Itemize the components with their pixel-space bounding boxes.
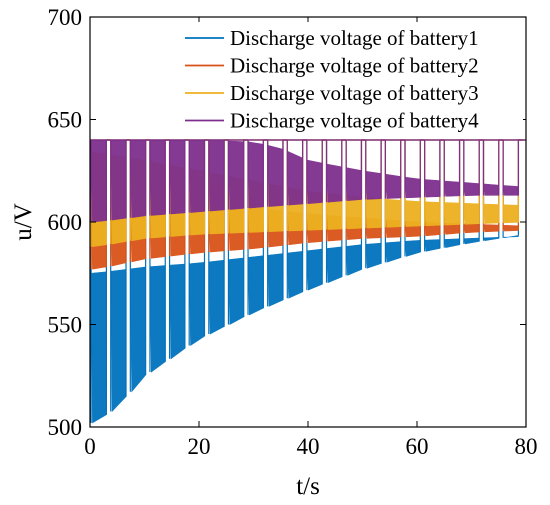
discharge-pulse: [443, 202, 460, 226]
discharge-pulse: [345, 244, 362, 276]
legend-entry-label: Discharge voltage of battery1: [230, 26, 479, 50]
y-axis-label: u/V: [10, 203, 37, 241]
legend-entry-label: Discharge voltage of battery2: [230, 54, 479, 78]
discharge-pulse: [345, 167, 362, 202]
x-tick-label: 0: [84, 434, 96, 459]
discharge-pulse: [483, 203, 500, 224]
discharge-pulse: [130, 139, 146, 218]
discharge-pulse: [306, 248, 323, 291]
discharge-pulse: [502, 224, 519, 232]
series-battery4: [90, 139, 526, 223]
legend-box: [176, 22, 523, 138]
discharge-pulse: [110, 139, 127, 221]
discharge-pulse: [169, 139, 186, 215]
legend-entry-label: Discharge voltage of battery3: [230, 81, 479, 105]
discharge-pulse: [286, 150, 303, 206]
y-tick-label: 550: [48, 313, 83, 338]
discharge-pulse: [228, 140, 245, 210]
discharge-pulse: [463, 202, 480, 225]
discharge-pulse: [208, 140, 225, 212]
discharge-pulse: [130, 266, 146, 393]
x-tick-label: 80: [515, 434, 538, 459]
discharge-pulse: [502, 185, 519, 196]
discharge-pulse: [365, 170, 382, 200]
discharge-pulse: [90, 139, 107, 223]
discharge-pulse: [443, 180, 460, 197]
discharge-pulse: [306, 159, 323, 204]
x-axis-label: t/s: [296, 473, 320, 500]
discharge-pulse: [502, 204, 519, 224]
legend-entry-label: Discharge voltage of battery4: [230, 109, 479, 133]
discharge-pulse: [188, 262, 205, 347]
series-layer: [90, 139, 526, 424]
discharge-pulse: [286, 250, 303, 299]
discharge-pulse: [326, 246, 343, 284]
discharge-pulse: [110, 269, 127, 413]
y-tick-label: 700: [48, 5, 83, 30]
discharge-pulse: [424, 179, 441, 198]
legend: Discharge voltage of battery1 Discharge v…: [176, 22, 523, 138]
discharge-pulse: [90, 271, 107, 424]
discharge-pulse: [228, 257, 245, 325]
discharge-pulse: [385, 173, 401, 199]
discharge-pulse: [149, 139, 166, 216]
x-tick-label: 20: [188, 434, 211, 459]
x-tick-label: 60: [406, 434, 429, 459]
discharge-pulse: [149, 265, 166, 373]
discharge-pulse: [267, 253, 284, 307]
discharge-pulse: [404, 176, 421, 199]
discharge-pulse: [247, 255, 264, 316]
discharge-pulse: [208, 259, 225, 335]
x-tick-label: 40: [297, 434, 320, 459]
discharge-pulse: [463, 223, 480, 234]
axis-ticks: 0 20 40 60 80 500 550 600 650 700: [48, 5, 538, 459]
discharge-pulse: [404, 200, 421, 227]
y-tick-label: 500: [48, 415, 83, 440]
discharge-pulse: [169, 263, 186, 360]
y-tick-label: 600: [48, 210, 83, 235]
discharge-pulse: [365, 197, 382, 229]
discharge-pulse: [267, 144, 284, 207]
discharge-pulse: [247, 141, 264, 209]
discharge-pulse: [463, 182, 480, 196]
discharge-pulse: [385, 198, 401, 228]
discharge-pulse: [188, 139, 205, 213]
y-tick-label: 650: [48, 108, 83, 133]
discharge-pulse: [483, 224, 500, 233]
discharge-pulse: [326, 163, 343, 203]
discharge-pulse: [483, 183, 500, 196]
discharge-pulse: [424, 201, 441, 227]
discharge-pulse: [365, 242, 382, 269]
